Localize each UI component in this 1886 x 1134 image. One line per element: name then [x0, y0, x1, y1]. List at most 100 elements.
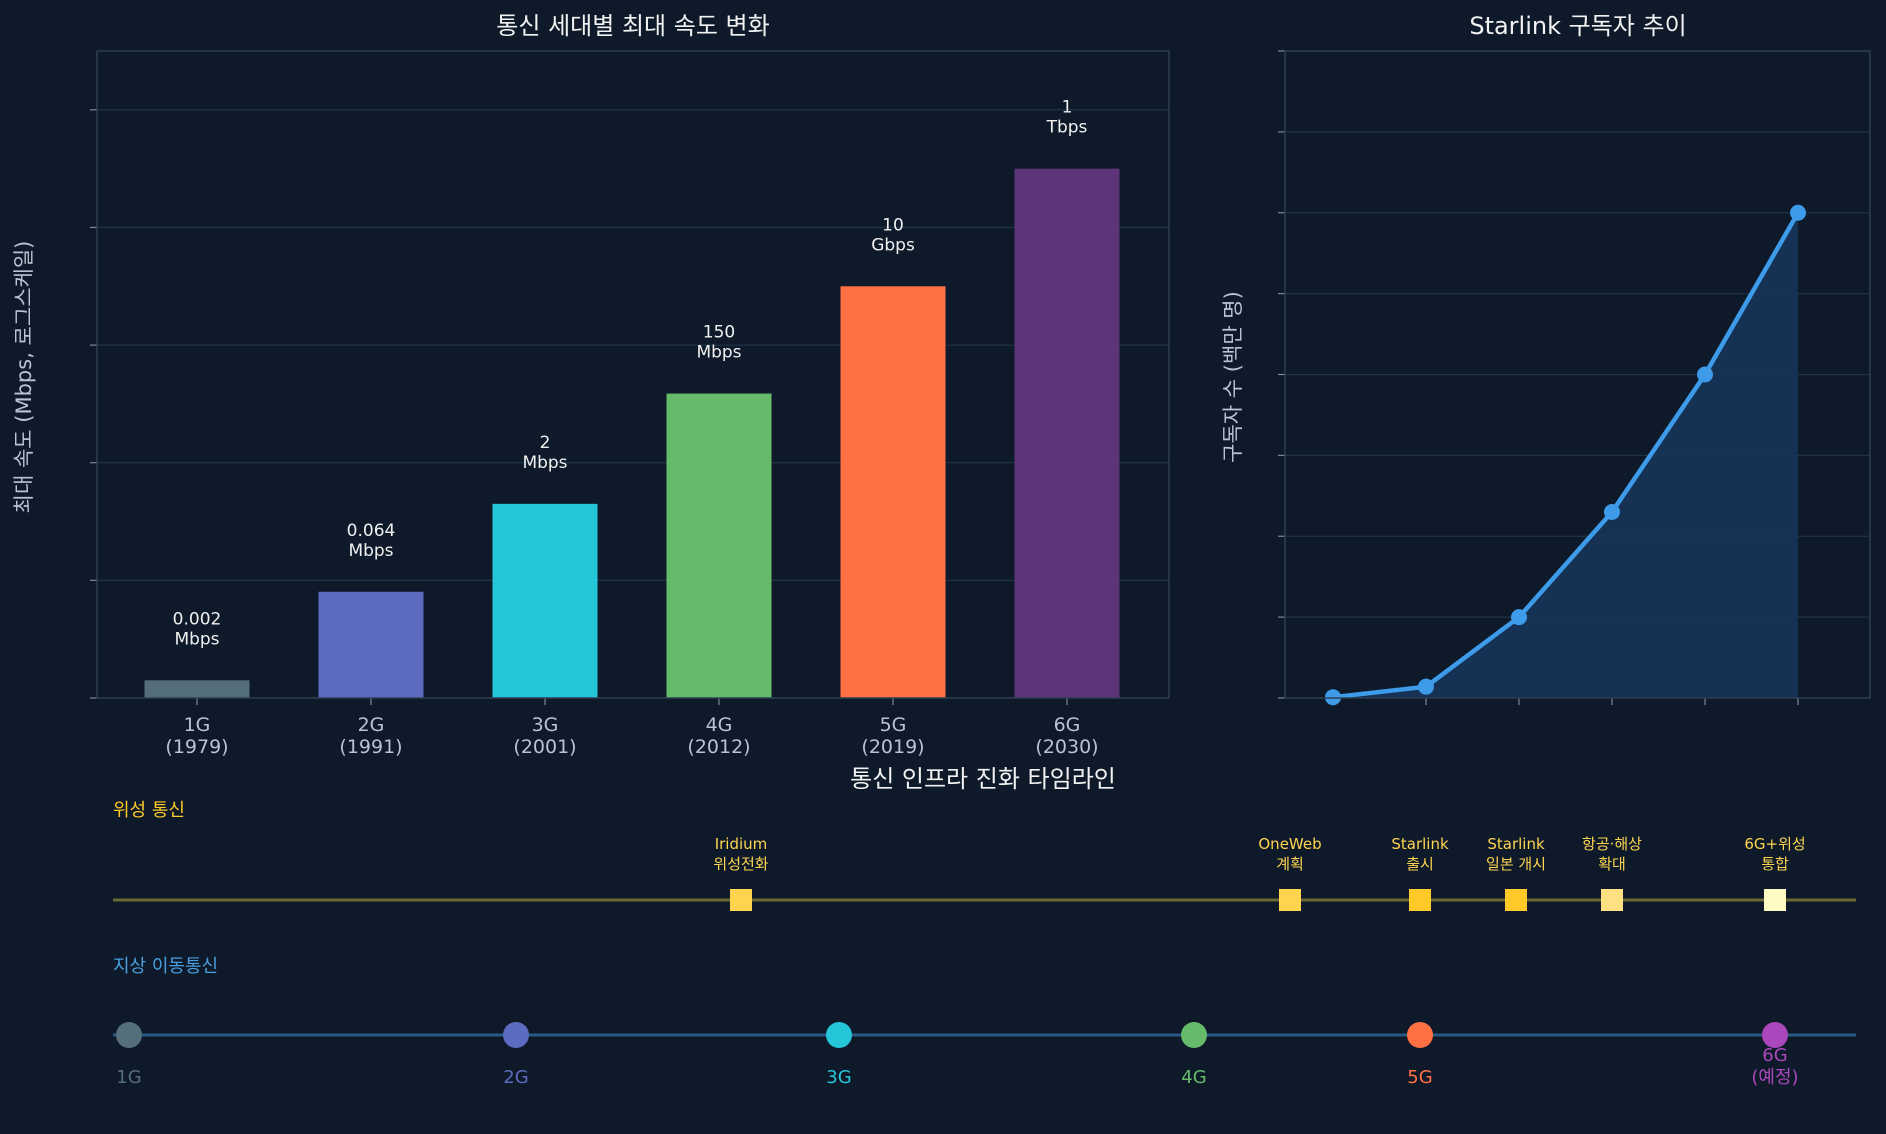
speed-data-label: 0.002 Mbps	[173, 609, 222, 649]
satellite-event-label-line: Starlink	[1487, 835, 1545, 853]
speed-data-label-line: Mbps	[522, 453, 567, 473]
speed-xtick-label-line: (2001)	[513, 736, 576, 758]
satellite-event-label: 6G+위성 통합	[1744, 835, 1805, 873]
starlink-point	[1418, 678, 1434, 695]
speed-xtick-label-line: 5G	[880, 714, 907, 736]
ground-event-label: 1G	[116, 1067, 141, 1088]
speed-data-label-line: Mbps	[348, 541, 393, 561]
speed-data-label: 0.064 Mbps	[347, 521, 396, 561]
speed-chart-bars	[144, 168, 1120, 699]
satellite-event-marker	[1764, 889, 1786, 911]
satellite-event-label-line: 6G+위성	[1744, 835, 1805, 853]
ground-event-label: 4G	[1181, 1067, 1206, 1088]
satellite-event-label: Starlink 출시	[1391, 835, 1449, 873]
satellite-event-label-line: 항공·해상	[1582, 835, 1642, 853]
starlink-chart-ylabel: 구독자 수 (백만 명)	[1221, 291, 1245, 463]
satellite-event-marker	[1601, 889, 1623, 911]
ground-events: 1G 2G 3G 4G 5G 6G (예정)	[116, 1022, 1799, 1088]
speed-data-label-line: Mbps	[696, 343, 741, 363]
ground-event-label: 2G	[503, 1067, 528, 1088]
starlink-point	[1790, 204, 1806, 221]
satellite-event-label: Iridium 위성전화	[713, 835, 768, 873]
speed-data-label: 1 Tbps	[1046, 98, 1088, 138]
speed-data-label-line: 2	[540, 433, 551, 453]
satellite-event-marker	[1505, 889, 1527, 911]
speed-bar	[492, 503, 598, 698]
ground-event-marker	[826, 1022, 852, 1048]
speed-xtick-label-line: 1G	[184, 714, 211, 736]
starlink-area-fill	[1333, 212, 1798, 698]
starlink-point	[1697, 366, 1713, 383]
ground-event-label-line: 3G	[826, 1067, 851, 1088]
speed-xtick-label-line: 2G	[358, 714, 385, 736]
satellite-event-marker	[730, 889, 752, 911]
satellite-event-label-line: 위성전화	[713, 855, 768, 873]
starlink-chart-points	[1325, 204, 1806, 706]
speed-xtick-label-line: (2019)	[861, 736, 924, 758]
speed-data-label: 2 Mbps	[522, 433, 567, 473]
speed-chart-grid	[97, 109, 1169, 582]
speed-data-label-line: 150	[703, 323, 735, 343]
ground-event-marker	[1181, 1022, 1207, 1048]
speed-data-label-line: Mbps	[174, 629, 219, 649]
speed-chart-ylabel: 최대 속도 (Mbps, 로그스케일)	[12, 241, 36, 514]
speed-bar	[144, 680, 250, 698]
speed-xtick-label: 1G (1979)	[165, 714, 228, 758]
speed-chart-title: 통신 세대별 최대 속도 변화	[496, 12, 769, 40]
ground-event-marker	[503, 1022, 529, 1048]
speed-xtick-label-line: (1991)	[339, 736, 402, 758]
speed-data-label-line: 0.002	[173, 609, 222, 629]
satellite-event-label-line: 일본 개시	[1486, 855, 1546, 873]
speed-xtick-label-line: 3G	[532, 714, 559, 736]
speed-xtick-label-line: (2030)	[1035, 736, 1098, 758]
speed-data-label-line: 10	[882, 215, 904, 235]
satellite-event-label-line: Iridium	[715, 835, 768, 853]
satellite-event-label: Starlink 일본 개시	[1486, 835, 1546, 873]
speed-xtick-label: 3G (2001)	[513, 714, 576, 758]
speed-chart-frame	[96, 50, 1170, 699]
speed-xtick-label-line: (2012)	[687, 736, 750, 758]
ground-event-label: 6G (예정)	[1751, 1045, 1798, 1088]
speed-xtick-label: 5G (2019)	[861, 714, 924, 758]
ground-event-label-line: (예정)	[1751, 1067, 1798, 1088]
starlink-point	[1511, 609, 1527, 626]
speed-bar	[666, 393, 772, 698]
speed-xtick-label: 2G (1991)	[339, 714, 402, 758]
starlink-point	[1604, 503, 1620, 520]
starlink-line	[1332, 211, 1800, 700]
starlink-chart-frame	[1284, 50, 1871, 699]
satellite-event-label-line: Starlink	[1391, 835, 1449, 853]
speed-data-label: 150 Mbps	[696, 323, 741, 363]
speed-bar-chart: 통신 세대별 최대 속도 변화 최대 속도 (Mbps, 로그스케일) 1G (1…	[12, 12, 1170, 758]
ground-event-label: 5G	[1407, 1067, 1432, 1088]
speed-xtick-label-line: 4G	[706, 714, 733, 736]
starlink-chart-title: Starlink 구독자 추이	[1469, 12, 1686, 40]
satellite-event-label-line: 출시	[1406, 855, 1434, 873]
infrastructure-timeline: 통신 인프라 진화 타임라인 위성 통신 지상 이동통신 Iridium 위성전화…	[113, 765, 1856, 1088]
satellite-event-marker	[1279, 889, 1301, 911]
satellite-event-label-line: OneWeb	[1258, 835, 1321, 853]
satellite-events: Iridium 위성전화 OneWeb 계획 Starlink 출시 Starlink 일본 …	[713, 835, 1806, 911]
ground-event-label: 3G	[826, 1067, 851, 1088]
speed-bar	[318, 591, 424, 698]
speed-xtick-label: 6G (2030)	[1035, 714, 1098, 758]
starlink-area-chart: Starlink 구독자 추이 구독자 수 (백만 명)	[1221, 12, 1871, 706]
speed-bar	[840, 286, 946, 698]
satellite-event-label-line: 계획	[1276, 855, 1304, 873]
ground-event-label-line: 1G	[116, 1067, 141, 1088]
speed-bar	[1014, 168, 1120, 699]
speed-data-label: 10 Gbps	[871, 215, 915, 255]
speed-data-label-line: Tbps	[1046, 118, 1088, 138]
satellite-event-label-line: 확대	[1598, 855, 1626, 873]
ground-event-marker	[1407, 1022, 1433, 1048]
starlink-chart-area	[1332, 211, 1800, 700]
satellite-event-label: OneWeb 계획	[1258, 835, 1321, 873]
satellite-event-marker	[1409, 889, 1431, 911]
starlink-chart-yticks	[1278, 50, 1285, 699]
ground-event-marker	[1762, 1022, 1788, 1048]
starlink-point	[1325, 689, 1341, 706]
ground-event-label-line: 4G	[1181, 1067, 1206, 1088]
